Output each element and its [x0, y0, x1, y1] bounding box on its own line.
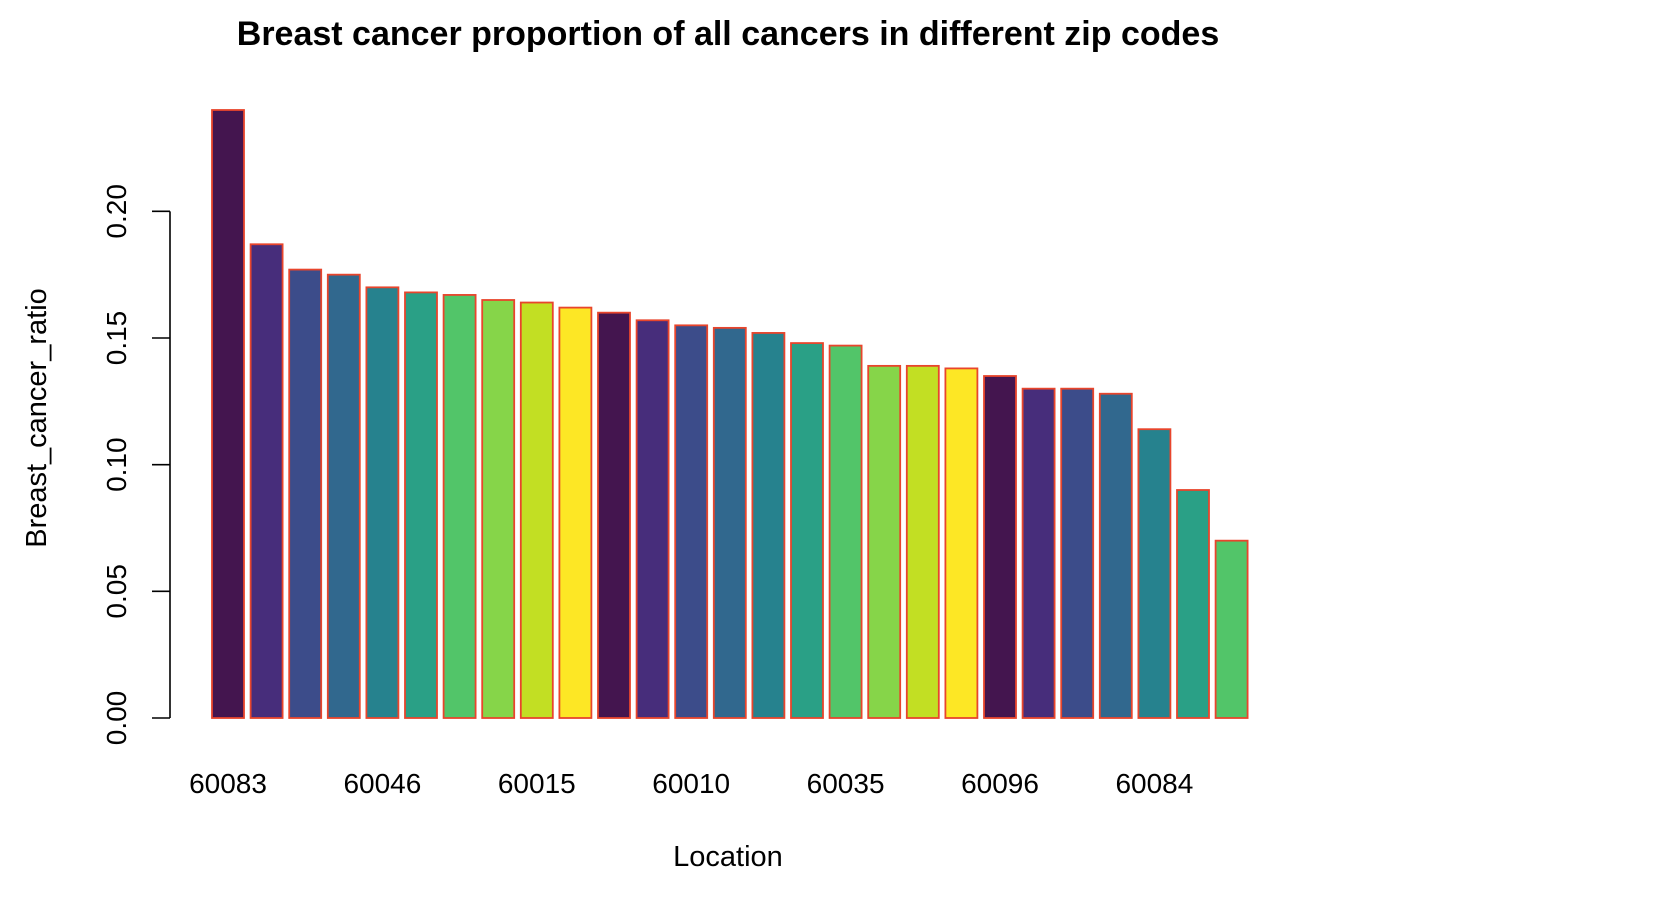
- bar: [1214, 539, 1249, 719]
- x-axis-label: Location: [673, 841, 783, 873]
- bar: [1060, 387, 1095, 719]
- bars-group: [211, 109, 1249, 719]
- x-tick-label: 60015: [498, 768, 576, 799]
- bar: [365, 286, 400, 719]
- bar: [558, 306, 593, 719]
- bar: [597, 311, 631, 719]
- x-tick-label: 60083: [189, 768, 267, 799]
- bar: [790, 342, 824, 719]
- bar: [481, 299, 516, 719]
- bar: [828, 344, 863, 719]
- bar: [1098, 392, 1133, 719]
- y-tick-label: 0.10: [101, 437, 132, 492]
- bar: [1137, 428, 1172, 719]
- bar: [519, 301, 554, 719]
- bar: [944, 367, 979, 719]
- bar: [442, 294, 477, 719]
- chart-title: Breast cancer proportion of all cancers …: [237, 15, 1219, 53]
- bar: [983, 375, 1017, 719]
- bar: [249, 243, 284, 719]
- bar: [674, 324, 709, 719]
- x-tick-label: 60046: [343, 768, 421, 799]
- y-tick-label: 0.05: [101, 564, 132, 619]
- x-tick-label: 60010: [652, 768, 730, 799]
- bar: [211, 109, 245, 719]
- x-tick-labels: 60083 60046 60015 60010 60035 60096 60084: [189, 768, 1193, 799]
- x-tick-label: 60084: [1115, 768, 1193, 799]
- bar: [905, 364, 940, 719]
- bar: [712, 326, 747, 719]
- bar: [751, 332, 786, 719]
- bar: [404, 291, 438, 719]
- bar: [326, 273, 361, 719]
- y-tick-label: 0.15: [101, 311, 132, 366]
- x-tick-label: 60035: [807, 768, 885, 799]
- bar: [635, 319, 670, 719]
- x-tick-label: 60096: [961, 768, 1039, 799]
- y-tick-label: 0.00: [101, 691, 132, 746]
- y-axis: 0.00 0.05 0.10 0.15 0.20: [101, 184, 171, 746]
- bar: [1176, 489, 1210, 719]
- bar: [1021, 387, 1056, 719]
- y-axis-label: Breast_cancer_ratio: [21, 288, 53, 548]
- bar: [867, 364, 902, 719]
- bar: [288, 268, 323, 719]
- y-tick-label: 0.20: [101, 184, 132, 239]
